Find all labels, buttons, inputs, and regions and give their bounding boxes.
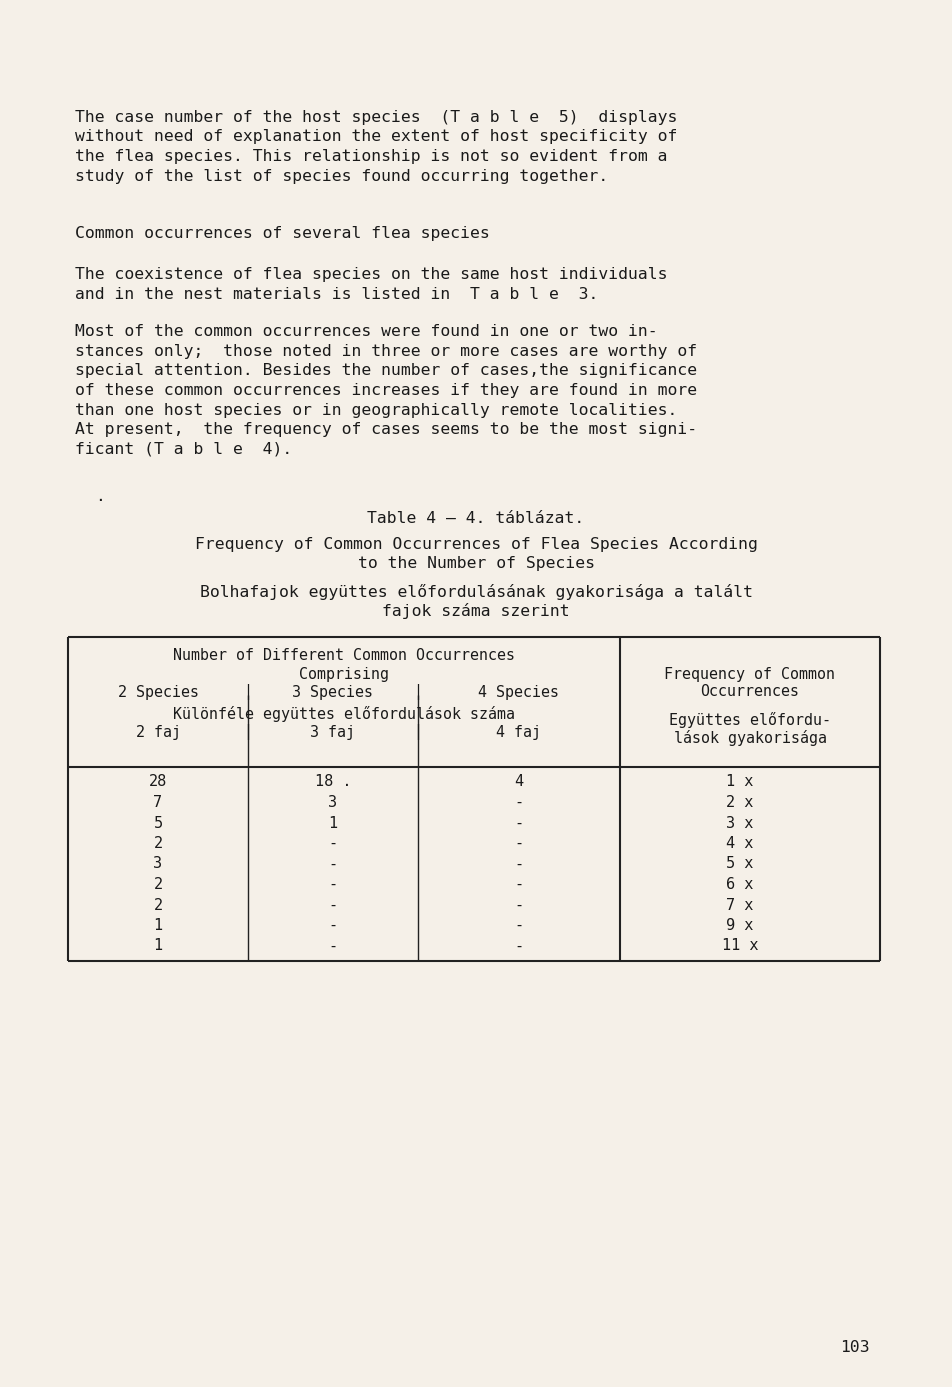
Text: of these common occurrences increases if they are found in more: of these common occurrences increases if… [75,383,697,398]
Text: -: - [514,939,524,953]
Text: -: - [328,939,338,953]
Text: without need of explanation the extent of host specificity of: without need of explanation the extent o… [75,129,678,144]
Text: 7 x: 7 x [726,897,754,913]
Text: and in the nest materials is listed in  T a b l e  3.: and in the nest materials is listed in T… [75,287,599,302]
Text: |: | [244,685,252,700]
Text: |: | [244,724,252,741]
Text: 2 Species: 2 Species [117,685,199,699]
Text: -: - [514,795,524,810]
Text: -: - [328,918,338,933]
Text: -: - [328,877,338,892]
Text: special attention. Besides the number of cases,the significance: special attention. Besides the number of… [75,363,697,379]
Text: 1: 1 [328,816,338,831]
Text: Különféle együttes előfordulások száma: Különféle együttes előfordulások száma [173,706,515,723]
Text: -: - [328,836,338,852]
Text: 3 Species: 3 Species [292,685,373,699]
Text: 3: 3 [153,857,163,871]
Text: 103: 103 [840,1340,869,1355]
Text: fajok száma szerint: fajok száma szerint [382,603,570,619]
Text: -: - [328,897,338,913]
Text: 2: 2 [153,897,163,913]
Text: the flea species. This relationship is not so evident from a: the flea species. This relationship is n… [75,148,667,164]
Text: 4 x: 4 x [726,836,754,852]
Text: 28: 28 [149,774,168,789]
Text: 3: 3 [328,795,338,810]
Text: .: . [95,490,105,503]
Text: study of the list of species found occurring together.: study of the list of species found occur… [75,168,608,183]
Text: 1: 1 [153,918,163,933]
Text: Number of Different Common Occurrences: Number of Different Common Occurrences [173,649,515,663]
Text: |: | [413,724,423,741]
Text: 3 x: 3 x [726,816,754,831]
Text: Frequency of Common: Frequency of Common [664,667,836,681]
Text: -: - [514,877,524,892]
Text: 2: 2 [153,877,163,892]
Text: The case number of the host species  (T a b l e  5)  displays: The case number of the host species (T a… [75,110,678,125]
Text: The coexistence of flea species on the same host individuals: The coexistence of flea species on the s… [75,268,667,283]
Text: Bolhafajok együttes előfordulásának gyakorisága a talált: Bolhafajok együttes előfordulásának gyak… [200,584,752,599]
Text: Frequency of Common Occurrences of Flea Species According: Frequency of Common Occurrences of Flea … [194,537,758,552]
Text: stances only;  those noted in three or more cases are worthy of: stances only; those noted in three or mo… [75,344,697,359]
Text: -: - [514,918,524,933]
Text: -: - [514,836,524,852]
Text: 5: 5 [153,816,163,831]
Text: 1 x: 1 x [726,774,754,789]
Text: -: - [514,857,524,871]
Text: 2 faj: 2 faj [135,724,181,739]
Text: Common occurrences of several flea species: Common occurrences of several flea speci… [75,226,489,241]
Text: 4: 4 [514,774,524,789]
Text: Most of the common occurrences were found in one or two in-: Most of the common occurrences were foun… [75,325,658,340]
Text: 9 x: 9 x [726,918,754,933]
Text: 1: 1 [153,939,163,953]
Text: -: - [328,857,338,871]
Text: ficant (T a b l e  4).: ficant (T a b l e 4). [75,441,292,456]
Text: 7: 7 [153,795,163,810]
Text: 4 Species: 4 Species [479,685,560,699]
Text: 4 faj: 4 faj [497,724,542,739]
Text: Comprising: Comprising [299,667,389,681]
Text: 18 .: 18 . [315,774,351,789]
Text: 2: 2 [153,836,163,852]
Text: to the Number of Species: to the Number of Species [358,556,594,571]
Text: |: | [413,685,423,700]
Text: Együttes előfordu-: Együttes előfordu- [669,713,831,728]
Text: -: - [514,816,524,831]
Text: Table 4 – 4. táblázat.: Table 4 – 4. táblázat. [367,510,585,526]
Text: 5 x: 5 x [726,857,754,871]
Text: At present,  the frequency of cases seems to be the most signi-: At present, the frequency of cases seems… [75,422,697,437]
Text: Occurrences: Occurrences [701,685,800,699]
Text: 2 x: 2 x [726,795,754,810]
Text: -: - [514,897,524,913]
Text: lások gyakorisága: lások gyakorisága [673,731,826,746]
Text: 11 x: 11 x [722,939,758,953]
Text: 6 x: 6 x [726,877,754,892]
Text: 3 faj: 3 faj [310,724,355,739]
Text: than one host species or in geographically remote localities.: than one host species or in geographical… [75,402,678,417]
